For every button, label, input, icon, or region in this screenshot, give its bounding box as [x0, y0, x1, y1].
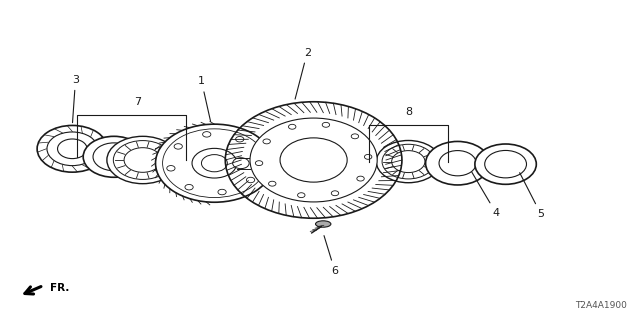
Text: 4: 4: [472, 172, 500, 218]
Text: 3: 3: [72, 75, 79, 123]
Text: T2A4A1900: T2A4A1900: [575, 301, 627, 310]
Ellipse shape: [316, 221, 331, 227]
Ellipse shape: [192, 148, 237, 178]
Ellipse shape: [376, 140, 440, 183]
Text: 5: 5: [520, 173, 544, 219]
Ellipse shape: [202, 155, 227, 172]
Ellipse shape: [225, 102, 402, 218]
Ellipse shape: [426, 141, 490, 185]
Text: 1: 1: [198, 76, 211, 122]
Ellipse shape: [83, 136, 145, 177]
Text: 6: 6: [324, 236, 338, 276]
Text: FR.: FR.: [50, 283, 69, 293]
Ellipse shape: [233, 158, 249, 169]
Ellipse shape: [156, 124, 273, 202]
Ellipse shape: [280, 138, 347, 182]
Text: 2: 2: [295, 48, 311, 99]
Text: 8: 8: [404, 107, 412, 117]
Ellipse shape: [250, 118, 377, 202]
Ellipse shape: [124, 148, 161, 172]
Ellipse shape: [392, 151, 425, 172]
Ellipse shape: [475, 144, 536, 184]
Ellipse shape: [107, 136, 179, 184]
Ellipse shape: [37, 125, 108, 172]
Text: 7: 7: [134, 97, 141, 107]
